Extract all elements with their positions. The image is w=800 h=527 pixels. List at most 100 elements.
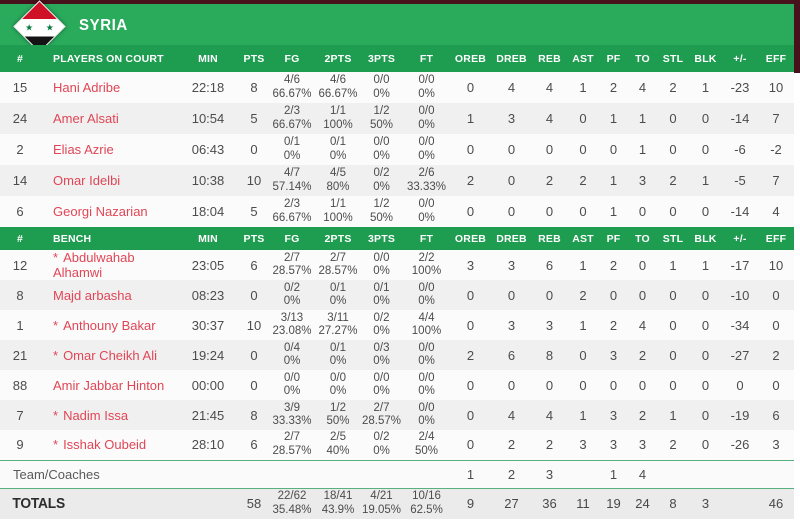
- player-name-link[interactable]: Anthouny Bakar: [63, 317, 156, 333]
- cell-ft: [403, 460, 450, 488]
- cell-fg: 0/4 0%: [283, 341, 301, 368]
- cell-stl: 1: [669, 257, 677, 273]
- cell-pf: 3: [609, 347, 618, 363]
- cell-pm: -34: [730, 317, 750, 333]
- cell-pf: 3: [609, 407, 618, 423]
- column-header-3pts: 3PTS: [367, 52, 396, 65]
- cell-blk: 0: [701, 111, 710, 126]
- cell-p3: 0/2 0%: [373, 311, 390, 338]
- cell-p3: [360, 460, 403, 488]
- cell-blk: 0: [701, 317, 710, 333]
- cell-ast: 1: [579, 80, 587, 95]
- cell-fg: 3/9 33.33%: [272, 401, 312, 428]
- player-name-link[interactable]: Georgi Nazarian: [53, 204, 148, 219]
- cell-stl: 1: [669, 407, 677, 423]
- cell-pf: 3: [609, 437, 618, 453]
- player-name-link[interactable]: Omar Idelbi: [53, 173, 121, 188]
- cell-p2: 3/11 27.27%: [318, 311, 358, 338]
- cell-p2: 0/1 0%: [329, 281, 347, 308]
- cell-blk: 0: [701, 377, 710, 393]
- column-header-eff: EFF: [765, 232, 787, 245]
- cell-stl: 2: [669, 437, 677, 453]
- player-name-cell: * Omar Cheikh Ali: [40, 340, 176, 370]
- column-header-2pts: 2PTS: [324, 52, 352, 65]
- player-name-cell: Amer Alsati: [40, 103, 176, 134]
- cell-p3: 0/2 0%: [373, 167, 390, 193]
- player-number: 15: [12, 80, 28, 95]
- cell-dreb: 4: [507, 407, 516, 423]
- cell-oreb: 0: [466, 287, 475, 303]
- column-header-min: MIN: [198, 232, 218, 245]
- cell-reb: 36: [542, 496, 557, 512]
- cell-ast: 0: [579, 142, 587, 157]
- cell-p2: 2/5 40%: [326, 431, 350, 457]
- column-header-: +/-: [733, 232, 747, 245]
- cell-pts: 0: [250, 142, 258, 157]
- cell-pf: 0: [609, 287, 618, 303]
- cell-pm: -17: [730, 257, 750, 273]
- cell-pts: 0: [250, 377, 258, 393]
- cell-reb: 3: [545, 317, 554, 333]
- column-header-ft: FT: [419, 232, 434, 245]
- player-name-link[interactable]: Amer Alsati: [53, 111, 119, 126]
- cell-blk: 1: [701, 80, 710, 95]
- cell-ast: 0: [579, 347, 587, 363]
- cell-blk: 0: [701, 204, 710, 219]
- cell-pts: 8: [250, 80, 258, 95]
- cell-oreb: 2: [466, 173, 475, 188]
- cell-p3: 4/21 19.05%: [361, 490, 401, 516]
- player-name-link[interactable]: Hani Adribe: [53, 80, 121, 95]
- cell-min: 06:43: [191, 142, 225, 157]
- team-name: SYRIA: [79, 17, 128, 34]
- player-name-link[interactable]: Elias Azrie: [53, 142, 114, 157]
- cell-pm: -5: [734, 173, 746, 188]
- cell-p2: 1/2 50%: [326, 401, 350, 428]
- cell-pf: 1: [609, 204, 618, 219]
- cell-p3: 0/3 0%: [373, 341, 390, 368]
- cell-p3: 1/2 50%: [369, 105, 394, 131]
- cell-blk: 0: [701, 437, 710, 453]
- column-header-pts: PTS: [243, 52, 265, 65]
- cell-pf: 2: [609, 257, 618, 273]
- player-name-link[interactable]: Isshak Oubeid: [63, 437, 147, 453]
- column-header-reb: REB: [538, 232, 561, 245]
- cell-ft: 4/4 100%: [411, 311, 442, 338]
- cell-pts: 10: [246, 173, 262, 188]
- player-name-cell: * Nadim Issa: [40, 400, 176, 430]
- cell-eff: 10: [768, 80, 784, 95]
- player-name-link[interactable]: Abdulwahab Alhamwi: [53, 250, 135, 280]
- cell-dreb: 0: [507, 204, 516, 219]
- column-header-blk: BLK: [694, 232, 717, 245]
- player-row: 24 Amer Alsati 10:54 5 2/3 66.67% 1/1 100% 1/2 50…: [0, 103, 794, 134]
- cell-eff: 7: [772, 173, 780, 188]
- player-name-cell: * Abdulwahab Alhamwi: [40, 250, 176, 280]
- cell-ast: 0: [579, 377, 587, 393]
- column-header-number: #: [16, 52, 24, 65]
- cell-pf: 2: [609, 80, 618, 95]
- player-name-cell: Amir Jabbar Hinton: [40, 370, 176, 400]
- totals-row: TOTALS 58 22/62 35.48% 18/41 43.9% 4/21 19.05% 1…: [0, 488, 794, 519]
- cell-ft: 0/0 0%: [418, 401, 435, 428]
- cell-p3: 0/0 0%: [373, 371, 390, 398]
- player-name-link[interactable]: Amir Jabbar Hinton: [53, 377, 165, 393]
- top-maroon-bar: [0, 0, 800, 4]
- cell-oreb: 0: [466, 407, 475, 423]
- cell-min: 00:00: [191, 377, 225, 393]
- cell-pm: -10: [730, 287, 750, 303]
- player-name-link[interactable]: Nadim Issa: [63, 407, 129, 423]
- cell-pf: 0: [609, 142, 618, 157]
- cell-to: 0: [638, 287, 647, 303]
- player-name-link[interactable]: Omar Cheikh Ali: [63, 347, 157, 363]
- column-header-dreb: DREB: [496, 52, 527, 65]
- cell-pm: -19: [730, 407, 750, 423]
- player-name-link[interactable]: Majd arbasha: [53, 287, 132, 303]
- cell-blk: 0: [701, 142, 710, 157]
- column-header-fg: FG: [284, 232, 300, 245]
- flag-stars: ★ ★: [25, 22, 59, 33]
- cell-dreb: 2: [507, 437, 516, 453]
- cell-min: 30:37: [191, 317, 225, 333]
- cell-blk: 0: [701, 407, 710, 423]
- cell-p2: 2/7 28.57%: [318, 251, 358, 278]
- column-header-oreb: OREB: [454, 232, 487, 245]
- column-header-2pts: 2PTS: [324, 232, 352, 245]
